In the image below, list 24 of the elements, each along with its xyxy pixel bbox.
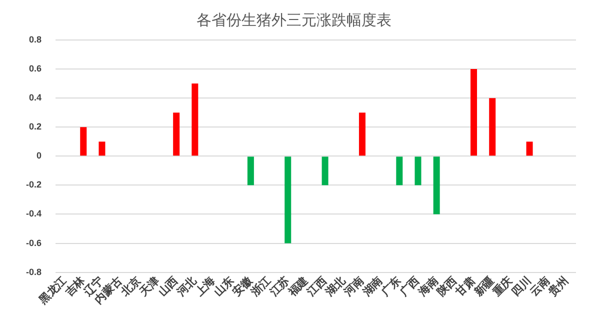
- bar: [284, 156, 292, 244]
- y-tick-label: 0.8: [28, 34, 42, 44]
- y-tick-label: 0: [36, 150, 42, 161]
- y-tick-label: -0.6: [26, 238, 42, 248]
- bar: [192, 84, 198, 156]
- y-tick-label: 0.2: [28, 122, 42, 132]
- chart-title: 各省份生猪外三元涨跌幅度表: [196, 10, 392, 29]
- y-tick-label: 0.6: [28, 64, 42, 74]
- y-tick-label: -0.2: [26, 180, 42, 190]
- bar: [489, 98, 496, 156]
- bar: [98, 142, 106, 156]
- bar: [80, 127, 87, 156]
- bar: [396, 156, 403, 186]
- bar: [414, 156, 422, 186]
- bar: [247, 156, 254, 186]
- bar: [322, 156, 328, 186]
- bar: [358, 112, 366, 156]
- bar: [173, 112, 180, 156]
- y-tick-label: -0.8: [26, 266, 42, 277]
- bar: [470, 69, 478, 156]
- y-tick-label: 0.4: [28, 92, 42, 103]
- y-tick-label: -0.4: [26, 208, 42, 219]
- bar: [526, 142, 533, 156]
- bar: [433, 156, 440, 214]
